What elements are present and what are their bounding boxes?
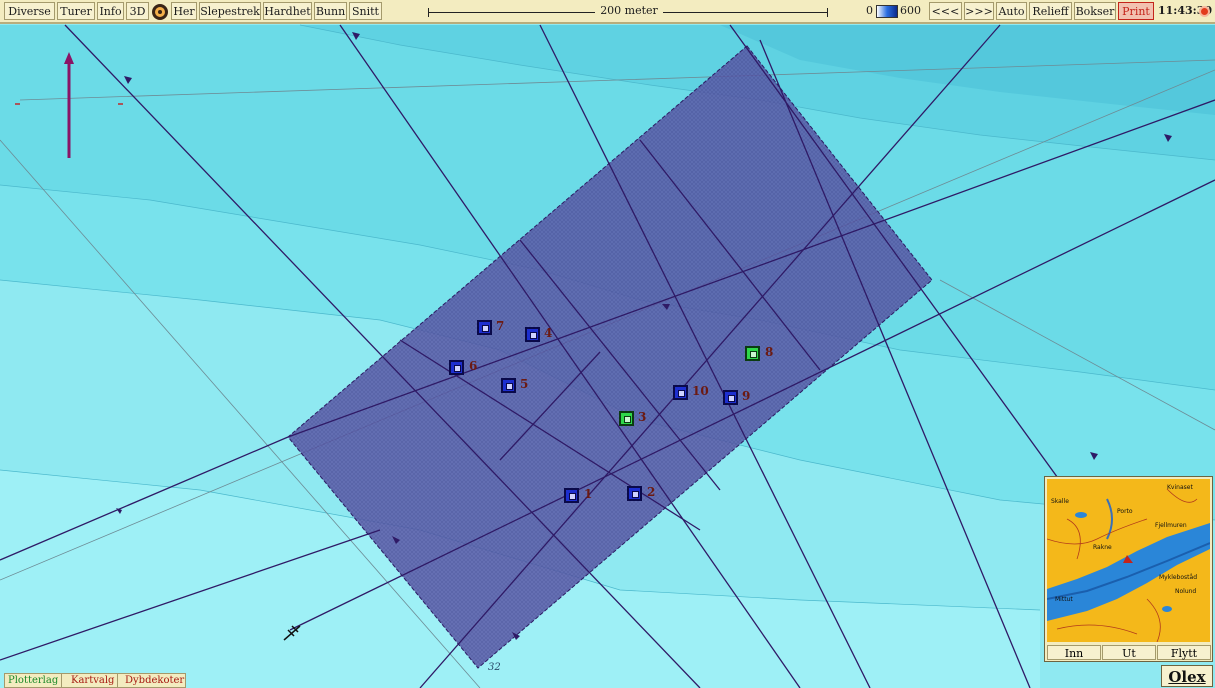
marker-3[interactable] <box>619 411 634 426</box>
minimap-canvas[interactable]: Skalle Fjellmuren Rakne Mykleboståd Nolu… <box>1047 479 1210 642</box>
marker-label: 3 <box>638 410 647 424</box>
marker-label: 10 <box>692 384 709 398</box>
place-label: Mittut <box>1055 596 1073 603</box>
marker-6[interactable] <box>449 360 464 375</box>
next-button[interactable]: >>> <box>964 2 994 20</box>
menu-her-button[interactable]: Her <box>171 2 197 20</box>
marker-5[interactable] <box>501 378 516 393</box>
marker-label: 5 <box>520 377 529 391</box>
marker-core <box>624 416 631 423</box>
scale-tick-right <box>827 8 828 17</box>
place-label: Porto <box>1117 508 1133 515</box>
track-lines <box>0 24 1215 688</box>
marker-label: 6 <box>469 359 478 373</box>
depth-contour-label: 32 <box>488 662 501 673</box>
target-icon-center <box>158 10 162 14</box>
tab-kartvalg[interactable]: Kartvalg <box>68 674 119 687</box>
track-arrows <box>116 32 1172 640</box>
depth-max-label: 600 <box>900 4 921 17</box>
overview-minimap: Skalle Fjellmuren Rakne Mykleboståd Nolu… <box>1044 476 1213 662</box>
bokser-button[interactable]: Bokser <box>1074 2 1116 20</box>
marker-1[interactable] <box>564 488 579 503</box>
marker-label: 1 <box>584 487 593 501</box>
tab-dybdekoter[interactable]: Dybdekoter <box>125 675 185 686</box>
north-arrow-icon <box>15 52 123 158</box>
anchor-icon <box>283 625 301 641</box>
marker-7[interactable] <box>477 320 492 335</box>
zoom-in-button[interactable]: Inn <box>1047 645 1101 660</box>
place-label: Rakne <box>1093 544 1112 551</box>
marker-2[interactable] <box>627 486 642 501</box>
marker-9[interactable] <box>723 390 738 405</box>
relieff-button[interactable]: Relieff <box>1029 2 1072 20</box>
marker-label: 8 <box>765 345 774 359</box>
place-label: Nolund <box>1175 588 1196 595</box>
marker-core <box>569 493 576 500</box>
menu-diverse-button[interactable]: Diverse <box>4 2 55 20</box>
marker-label: 9 <box>742 389 751 403</box>
marker-4[interactable] <box>525 327 540 342</box>
print-button[interactable]: Print <box>1118 2 1154 20</box>
marker-core <box>750 351 757 358</box>
trawl-box-area <box>287 45 933 669</box>
marker-core <box>454 365 461 372</box>
depth-band-deepest <box>720 25 1215 115</box>
menu-hardhet-button[interactable]: Hardhet <box>263 2 312 20</box>
marker-label: 2 <box>647 485 656 499</box>
marker-core <box>530 332 537 339</box>
vessel-position-icon <box>1123 555 1133 563</box>
depth-min-label: 0 <box>866 4 873 17</box>
auto-button[interactable]: Auto <box>996 2 1027 20</box>
menu-snitt-button[interactable]: Snitt <box>349 2 382 20</box>
marker-core <box>506 383 513 390</box>
marker-core <box>632 491 639 498</box>
menu-slepestrek-button[interactable]: Slepestrek <box>199 2 261 20</box>
move-button[interactable]: Flytt <box>1157 645 1211 660</box>
scale-label: 200 meter <box>595 3 663 19</box>
marker-core <box>728 395 735 402</box>
top-toolbar: Diverse Turer Info 3D Her Slepestrek Har… <box>0 0 1215 24</box>
place-label: Kvinaset <box>1167 484 1193 491</box>
marker-label: 4 <box>544 326 553 340</box>
marker-8[interactable] <box>745 346 760 361</box>
tab-plotterlag[interactable]: Plotterlag <box>5 674 63 687</box>
prev-button[interactable]: <<< <box>929 2 962 20</box>
depth-color-bar[interactable] <box>876 5 898 18</box>
menu-info-button[interactable]: Info <box>97 2 124 20</box>
marker-10[interactable] <box>673 385 688 400</box>
marker-core <box>678 390 685 397</box>
sun-icon <box>1201 8 1208 15</box>
menu-turer-button[interactable]: Turer <box>57 2 95 20</box>
marker-core <box>482 325 489 332</box>
olex-logo: Olex <box>1161 665 1213 687</box>
place-label: Skalle <box>1051 498 1069 505</box>
clock: 11:43:30 <box>1158 4 1213 17</box>
menu-3d-button[interactable]: 3D <box>126 2 149 20</box>
bottom-tab-bar: Plotterlag Kartvalg Dybdekoter <box>4 673 186 688</box>
place-label: Fjellmuren <box>1155 522 1187 529</box>
zoom-out-button[interactable]: Ut <box>1102 645 1156 660</box>
place-label: Mykleboståd <box>1159 574 1197 581</box>
marker-label: 7 <box>496 319 505 333</box>
scale-tick-left <box>428 8 429 17</box>
menu-bunn-button[interactable]: Bunn <box>314 2 347 20</box>
